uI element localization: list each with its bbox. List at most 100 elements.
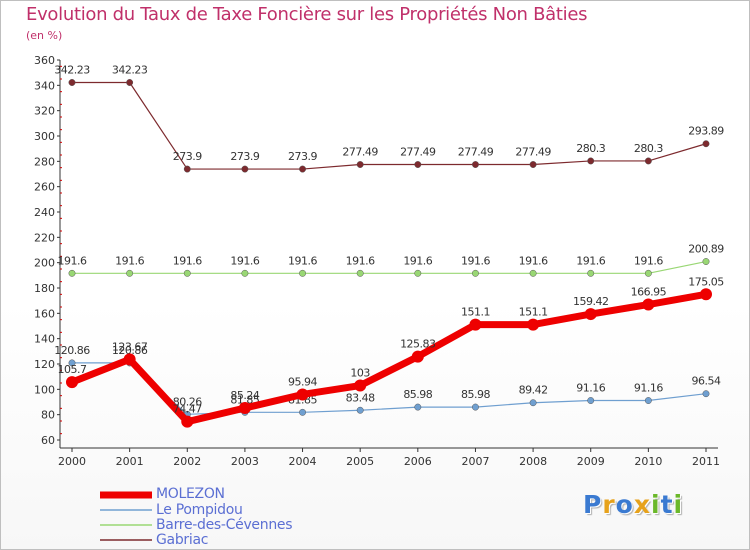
data-label-le-pompidou: 85.98 — [461, 388, 490, 401]
series-line-molezon — [68, 290, 710, 426]
data-point-molezon — [123, 353, 136, 366]
data-point-barre-des-cevennes — [644, 269, 652, 277]
x-tick-label: 2006 — [404, 455, 432, 468]
data-label-barre-des-cevennes: 191.6 — [230, 254, 259, 267]
y-tick-label: 120 — [34, 358, 55, 371]
data-point-barre-des-cevennes — [241, 269, 249, 277]
data-point-le-pompidou — [68, 359, 76, 367]
legend-label-gabriac: Gabriac — [156, 532, 209, 548]
data-point-molezon — [181, 415, 194, 428]
data-label-molezon: 85.24 — [230, 389, 259, 402]
data-label-molezon: 105.7 — [58, 363, 87, 376]
data-point-molezon — [584, 308, 597, 321]
data-label-barre-des-cevennes: 191.6 — [173, 254, 202, 267]
series-line-gabriac — [71, 81, 707, 170]
data-label-molezon: 74.47 — [173, 403, 202, 416]
data-label-gabriac: 342.23 — [54, 64, 90, 77]
series-line-le-pompidou — [71, 362, 707, 415]
x-tick-label: 2010 — [634, 455, 662, 468]
legend-label-le-pompidou: Le Pompidou — [156, 502, 243, 518]
data-point-le-pompidou — [414, 403, 422, 411]
data-label-gabriac: 342.23 — [112, 64, 148, 77]
data-point-molezon — [700, 288, 712, 301]
logo-letter: x — [633, 490, 651, 519]
y-tick-label: 360 — [34, 54, 55, 67]
logo-letter: r — [602, 490, 616, 519]
data-label-molezon: 175.05 — [688, 275, 724, 288]
data-point-le-pompidou — [587, 397, 595, 404]
y-tick-label: 300 — [34, 130, 55, 143]
data-point-molezon — [296, 388, 309, 401]
data-label-gabriac: 277.49 — [515, 146, 551, 159]
data-label-molezon: 159.42 — [573, 295, 609, 308]
y-tick-label: 200 — [34, 257, 55, 270]
data-label-le-pompidou: 85.98 — [403, 388, 432, 401]
y-tick-label: 240 — [34, 206, 55, 219]
data-label-gabriac: 273.9 — [173, 150, 202, 163]
y-tick-label: 80 — [41, 409, 55, 422]
y-tick-label: 180 — [34, 282, 55, 295]
x-tick-label: 2007 — [461, 455, 489, 468]
data-point-molezon — [527, 318, 540, 331]
chart-subtitle: (en %) — [26, 29, 63, 42]
data-label-le-pompidou: 120.86 — [112, 344, 148, 357]
data-point-barre-des-cevennes — [68, 269, 76, 277]
data-label-le-pompidou: 91.16 — [576, 382, 605, 395]
data-label-gabriac: 273.9 — [230, 150, 259, 163]
legend-swatch-molezon — [100, 491, 152, 499]
data-point-le-pompidou — [644, 397, 652, 404]
data-point-gabriac — [529, 161, 537, 168]
y-tick-label: 140 — [34, 333, 55, 346]
y-tick-label: 280 — [34, 155, 55, 168]
logo-letter: t — [660, 490, 674, 519]
data-label-barre-des-cevennes: 191.6 — [461, 254, 490, 267]
legend-label-barre-des-cevennes: Barre-des-Cévennes — [156, 517, 293, 533]
legend-swatch-le-pompidou — [100, 509, 152, 511]
data-label-gabriac: 277.49 — [400, 146, 436, 159]
legend-swatch-gabriac — [100, 539, 152, 541]
x-tick-label: 2002 — [173, 455, 201, 468]
data-label-barre-des-cevennes: 191.6 — [346, 254, 375, 267]
data-point-gabriac — [472, 161, 479, 168]
data-point-molezon — [238, 402, 251, 415]
data-label-molezon: 151.1 — [519, 306, 548, 319]
data-label-barre-des-cevennes: 191.6 — [403, 254, 432, 267]
data-point-barre-des-cevennes — [126, 269, 134, 277]
logo-letter: o — [615, 490, 634, 519]
data-point-barre-des-cevennes — [472, 269, 479, 277]
data-point-barre-des-cevennes — [414, 269, 422, 277]
data-point-gabriac — [414, 161, 422, 168]
x-tick-label: 2003 — [231, 455, 259, 468]
data-label-gabriac: 277.49 — [458, 146, 494, 159]
chart-title: Evolution du Taux de Taxe Foncière sur l… — [26, 4, 588, 25]
data-point-gabriac — [241, 165, 249, 173]
data-label-molezon: 125.83 — [400, 338, 436, 351]
data-label-le-pompidou: 91.16 — [634, 382, 663, 395]
data-label-le-pompidou: 96.54 — [692, 375, 721, 388]
data-label-barre-des-cevennes: 191.6 — [576, 254, 605, 267]
legend-swatch-barre-des-cevennes — [100, 524, 152, 526]
data-point-barre-des-cevennes — [702, 258, 710, 265]
x-tick-label: 2004 — [289, 455, 317, 468]
logo-letter: i — [673, 490, 684, 519]
data-point-gabriac — [299, 165, 306, 173]
data-label-molezon: 95.94 — [288, 375, 317, 388]
data-point-barre-des-cevennes — [587, 269, 595, 277]
data-label-le-pompidou: 80.26 — [173, 395, 202, 408]
x-tick-label: 2009 — [577, 455, 605, 468]
y-tick-label: 160 — [34, 307, 55, 320]
data-point-le-pompidou — [702, 390, 710, 398]
data-point-molezon — [354, 379, 367, 392]
data-label-barre-des-cevennes: 191.6 — [115, 254, 144, 267]
data-label-barre-des-cevennes: 191.6 — [288, 254, 317, 267]
y-tick-label: 60 — [41, 434, 55, 447]
data-point-le-pompidou — [356, 406, 364, 414]
data-label-barre-des-cevennes: 191.6 — [634, 254, 663, 267]
data-point-gabriac — [356, 161, 364, 168]
data-point-gabriac — [702, 140, 710, 148]
data-label-molezon: 123.67 — [112, 340, 148, 353]
data-label-barre-des-cevennes: 191.6 — [58, 254, 87, 267]
data-label-gabriac: 280.3 — [634, 142, 663, 155]
data-point-le-pompidou — [299, 408, 306, 416]
